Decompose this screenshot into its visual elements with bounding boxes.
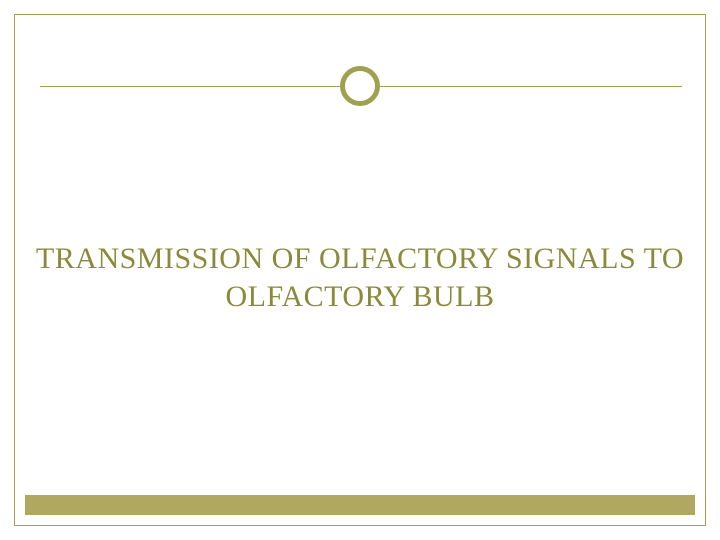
bottom-accent-bar bbox=[25, 495, 695, 515]
slide-title: TRANSMISSION OF OLFACTORY SIGNALS TO OLF… bbox=[0, 240, 720, 315]
circle-ornament-icon bbox=[340, 66, 380, 106]
